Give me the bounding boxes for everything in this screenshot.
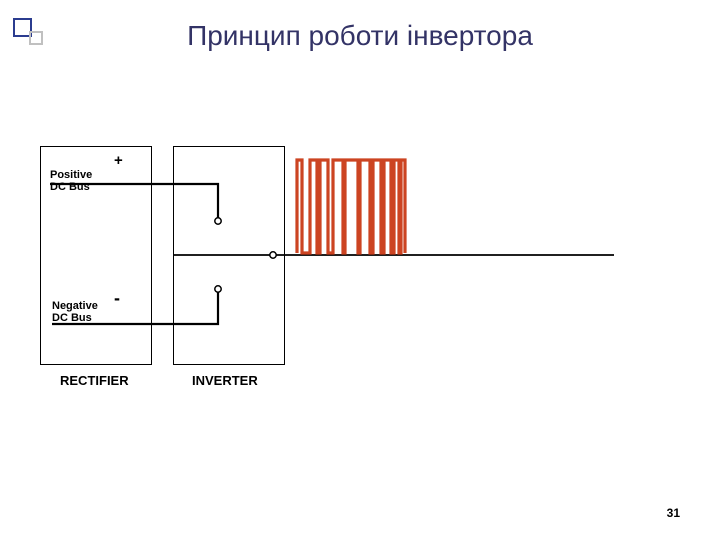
circuit-svg: [0, 0, 720, 540]
page-number: 31: [667, 506, 680, 520]
